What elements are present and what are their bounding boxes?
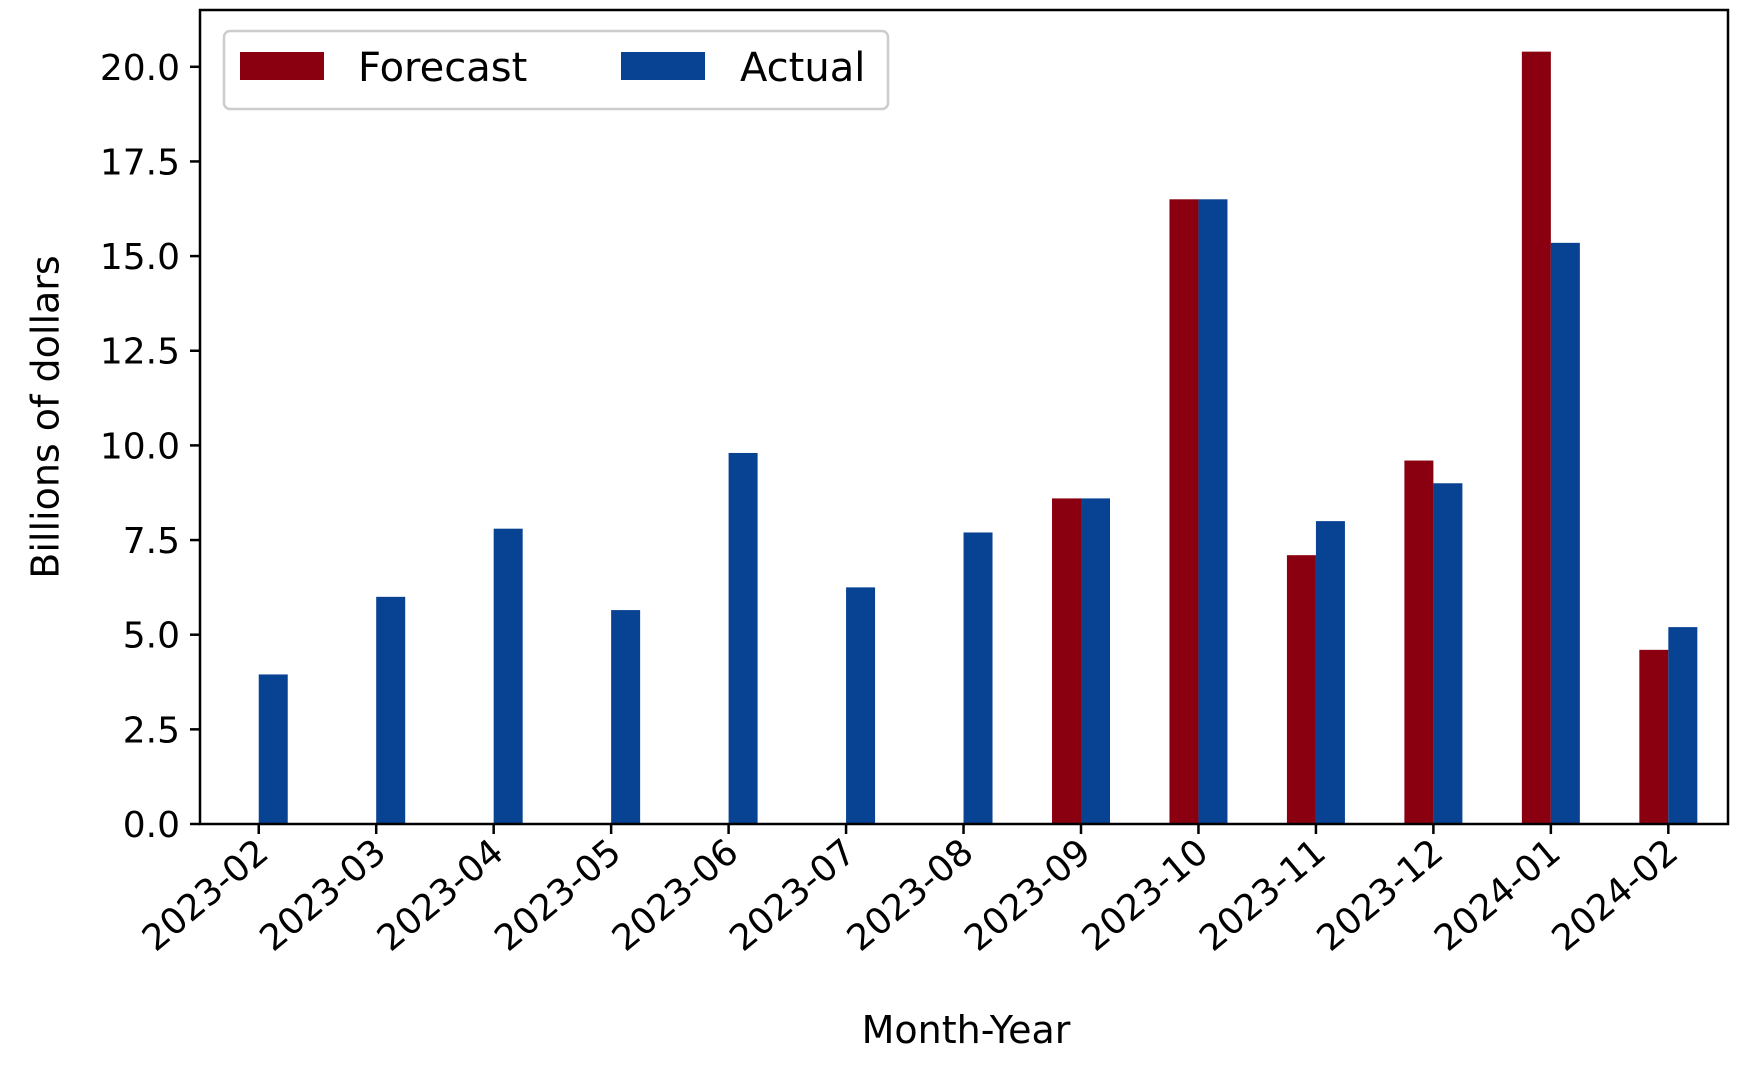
x-tick-label: 2024-01	[1427, 831, 1569, 959]
bar-actual-2023-03	[376, 596, 406, 824]
legend-swatch-forecast	[240, 52, 324, 80]
y-tick-label: 2.5	[123, 710, 180, 751]
x-tick-label: 2023-11	[1192, 831, 1334, 959]
bar-actual-2024-02	[1668, 627, 1698, 824]
y-tick-label: 5.0	[123, 616, 180, 657]
y-tick-label: 10.0	[100, 426, 180, 467]
bar-actual-2024-01	[1550, 242, 1580, 824]
bar-actual-2023-08	[963, 532, 993, 824]
bar-actual-2023-07	[846, 587, 876, 824]
y-tick-label: 7.5	[123, 521, 180, 562]
bar-actual-2023-09	[1080, 498, 1110, 824]
x-tick-label: 2023-07	[722, 831, 864, 959]
x-tick-label: 2023-09	[957, 831, 1099, 959]
y-tick-label: 20.0	[100, 48, 180, 89]
legend-label-forecast: Forecast	[358, 45, 527, 91]
x-tick-label: 2024-02	[1545, 831, 1687, 959]
x-tick-label: 2023-06	[605, 831, 747, 959]
bar-forecast-2023-10	[1169, 199, 1199, 825]
x-tick-label: 2023-02	[135, 831, 277, 959]
x-axis-title: Month-Year	[862, 1008, 1071, 1052]
bar-forecast-2023-12	[1404, 460, 1434, 824]
legend-label-actual: Actual	[740, 45, 865, 91]
bar-forecast-2023-09	[1051, 498, 1081, 824]
y-tick-label: 12.5	[100, 332, 180, 373]
bar-actual-2023-10	[1198, 199, 1228, 825]
bar-forecast-2024-02	[1639, 649, 1669, 824]
bar-actual-2023-05	[611, 610, 641, 824]
bar-forecast-2024-01	[1521, 51, 1551, 825]
x-tick-label: 2023-08	[840, 831, 982, 959]
legend-box	[222, 29, 890, 111]
bar-actual-2023-06	[728, 452, 758, 824]
bar-actual-2023-04	[493, 528, 523, 824]
bar-forecast-2023-11	[1286, 555, 1316, 824]
y-axis: 0.0 2.5 5.0 7.5 10.0 12.5 15.0 17.5 20.0	[100, 48, 200, 846]
bar-actual-2023-12	[1433, 483, 1463, 824]
y-tick-label: 15.0	[100, 237, 180, 278]
x-tick-label: 2023-04	[370, 831, 512, 959]
bar-actual-2023-11	[1315, 521, 1345, 824]
x-tick-label: 2023-03	[252, 831, 394, 959]
legend: Forecast Actual	[222, 29, 890, 111]
bar-actual-2023-02	[258, 674, 288, 824]
y-tick-label: 0.0	[123, 805, 180, 846]
x-tick-label: 2023-10	[1075, 831, 1217, 959]
x-tick-label: 2023-12	[1310, 831, 1452, 959]
x-axis: 2023-022023-032023-042023-052023-062023-…	[135, 824, 1686, 960]
legend-swatch-actual	[621, 52, 705, 80]
bars-layer	[258, 51, 1698, 825]
y-axis-title: Billions of dollars	[24, 255, 68, 578]
y-tick-label: 17.5	[100, 142, 180, 183]
x-tick-label: 2023-05	[487, 831, 629, 959]
